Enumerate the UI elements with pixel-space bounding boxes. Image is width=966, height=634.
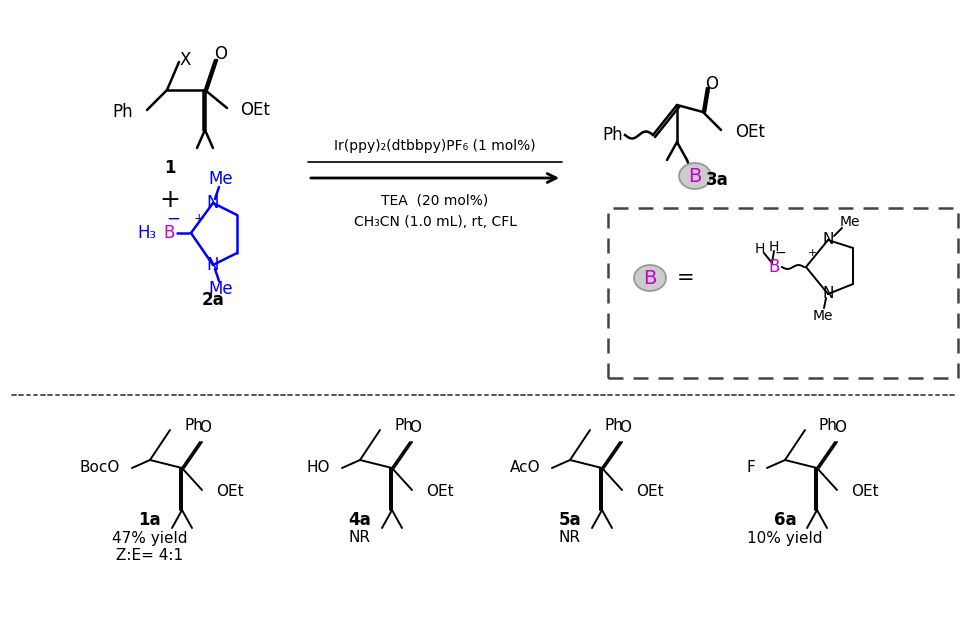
Text: OEt: OEt [216, 484, 243, 500]
FancyBboxPatch shape [608, 208, 958, 378]
Text: +: + [194, 212, 205, 226]
Text: =: = [677, 268, 695, 288]
Text: B: B [643, 269, 657, 287]
Text: 2a: 2a [202, 291, 224, 309]
Text: HO: HO [306, 460, 330, 476]
Text: O: O [705, 75, 719, 93]
Text: Ph: Ph [394, 418, 412, 434]
Text: B: B [689, 167, 701, 186]
Text: AcO: AcO [509, 460, 540, 476]
Text: B: B [163, 224, 175, 242]
Text: OEt: OEt [851, 484, 879, 500]
Text: BocO: BocO [79, 460, 120, 476]
Text: OEt: OEt [426, 484, 454, 500]
Text: O: O [199, 420, 211, 436]
Text: H₃: H₃ [137, 224, 156, 242]
Text: O: O [214, 45, 228, 63]
Text: −: − [774, 246, 785, 260]
Text: Ir(ppy)₂(dtbbpy)PF₆ (1 mol%): Ir(ppy)₂(dtbbpy)PF₆ (1 mol%) [334, 139, 536, 153]
Text: TEA  (20 mol%): TEA (20 mol%) [382, 193, 489, 207]
Text: OEt: OEt [636, 484, 664, 500]
Text: O: O [619, 420, 631, 436]
Text: F: F [747, 460, 755, 476]
Text: Me: Me [839, 215, 861, 229]
Text: Ph: Ph [112, 103, 133, 121]
Text: 10% yield: 10% yield [748, 531, 823, 545]
Text: N: N [822, 233, 834, 247]
Text: NR: NR [349, 531, 371, 545]
Text: OEt: OEt [735, 123, 765, 141]
Ellipse shape [634, 265, 666, 291]
Text: 1a: 1a [139, 511, 161, 529]
Text: Ph: Ph [819, 418, 838, 434]
Text: +: + [159, 188, 181, 212]
Text: H: H [754, 242, 765, 256]
Text: Ph: Ph [604, 418, 623, 434]
Text: H: H [769, 240, 780, 254]
Text: Me: Me [209, 170, 234, 188]
Text: 5a: 5a [558, 511, 582, 529]
Text: −: − [166, 210, 180, 228]
Text: O: O [834, 420, 846, 436]
Text: 4a: 4a [349, 511, 371, 529]
Text: N: N [207, 256, 219, 274]
Text: +: + [808, 248, 816, 258]
Text: O: O [409, 420, 421, 436]
Text: OEt: OEt [240, 101, 270, 119]
Text: Ph: Ph [184, 418, 203, 434]
Text: N: N [207, 194, 219, 212]
Text: Z:E= 4:1: Z:E= 4:1 [117, 548, 184, 564]
Text: X: X [180, 51, 190, 69]
Text: N: N [822, 287, 834, 302]
Text: 47% yield: 47% yield [112, 531, 187, 545]
Text: NR: NR [559, 531, 581, 545]
Text: Me: Me [209, 280, 234, 298]
Text: 6a: 6a [774, 511, 796, 529]
Text: B: B [768, 258, 780, 276]
Text: 1: 1 [164, 159, 176, 177]
Text: 3a: 3a [705, 171, 728, 189]
Text: CH₃CN (1.0 mL), rt, CFL: CH₃CN (1.0 mL), rt, CFL [354, 215, 517, 229]
Text: Me: Me [812, 309, 834, 323]
Text: Ph: Ph [603, 126, 623, 144]
Ellipse shape [679, 163, 711, 189]
